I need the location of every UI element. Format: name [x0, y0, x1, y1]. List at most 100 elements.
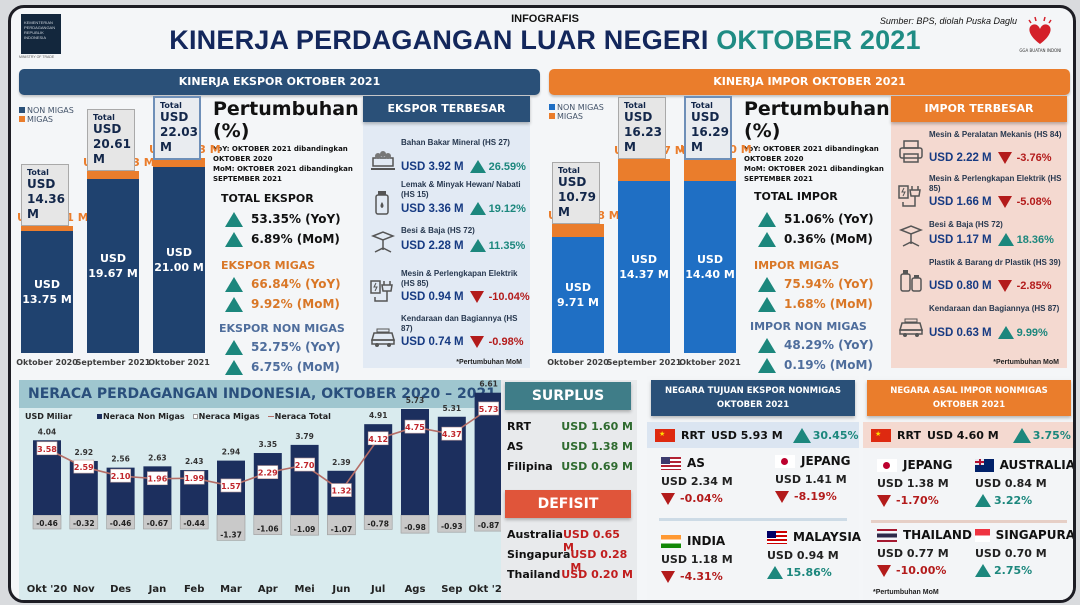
bar-period-label: Oktober 2020	[16, 358, 78, 367]
top-destination-row: ★ RRT USD 5.93 M 30.45%	[647, 422, 859, 448]
mom-note: MoM: OKTOBER 2021 dibandingkan SEPTEMBER…	[213, 165, 353, 183]
printer-machine-icon	[899, 140, 923, 163]
top-commodity-item: Kendaraan dan Bagiannya (HS 87) USD 0.63 …	[891, 304, 1067, 354]
x-tick-label: Jul	[370, 584, 385, 595]
bar-segment-migas	[618, 158, 670, 181]
up-arrow-icon	[225, 276, 243, 292]
import-nonmigas-mom: 0.19% (MoM)	[758, 355, 894, 375]
up-arrow-icon	[1012, 427, 1031, 443]
yoy-note: YoY: OKTOBER 2021 dibandingkan OKTOBER 2…	[744, 145, 879, 163]
malaysia-flag-icon	[767, 530, 787, 544]
stacked-bar: USD 9.71 M	[552, 223, 604, 353]
stacked-bar: USD 14.40 M	[684, 157, 736, 353]
infographic-frame: KEMENTERIAN PERDAGANGAN REPUBLIK INDONES…	[8, 5, 1076, 603]
neraca-migas-label: -0.44	[183, 519, 205, 528]
neraca-total-marker	[147, 471, 168, 486]
bar-segment-migas	[552, 223, 604, 237]
neraca-migas-label: -0.87	[478, 521, 500, 530]
up-arrow-icon	[225, 339, 243, 355]
bar-period-label: September 2021	[606, 358, 682, 367]
total-export-mom: 6.89% (MoM)	[225, 229, 363, 249]
ministry-logo: KEMENTERIAN PERDAGANGAN REPUBLIK INDONES…	[21, 14, 61, 54]
total-export-heading: TOTAL EKSPOR	[221, 192, 314, 205]
bar-period-label: September 2021	[75, 358, 151, 367]
top-commodity-item: Bahan Bakar Mineral (HS 27) USD 3.92 M 26.…	[363, 138, 530, 188]
commodity-growth: -0.98%	[469, 336, 524, 348]
up-arrow-icon	[758, 337, 776, 353]
neraca-non-migas-label: 2.63	[148, 453, 167, 462]
commodity-growth: 19.12%	[469, 202, 526, 215]
legend-neraca-total: Neraca Total	[267, 412, 331, 421]
neraca-migas-label: -0.78	[367, 519, 389, 528]
commodity-value: USD 3.92 M 26.59%	[401, 160, 526, 173]
destination-cell-jepang: JEPANG USD 1.41 M -8.19%	[775, 454, 851, 503]
bar-segment-non-migas: USD 14.37 M	[618, 180, 670, 353]
neraca-total-marker	[257, 465, 279, 479]
bar-value-label: USD 21.00 M	[154, 246, 204, 275]
x-tick-label: Jan	[148, 584, 167, 595]
defisit-row: Thailand USD 0.20 M	[507, 568, 633, 581]
export-migas-heading: EKSPOR MIGAS	[221, 259, 316, 272]
commodity-growth: 11.35%	[469, 239, 525, 252]
chart-legend: Neraca Non Migas Neraca Migas Neraca Tot…	[97, 412, 331, 421]
up-arrow-icon	[758, 211, 776, 227]
japan-flag-icon	[775, 454, 795, 468]
up-arrow-icon	[225, 359, 243, 375]
page-title-accent: OKTOBER 2021	[716, 25, 921, 55]
x-tick-label: Nov	[73, 584, 95, 595]
neraca-total-marker	[331, 483, 352, 497]
import-legend: NON MIGAS MIGAS	[549, 103, 604, 121]
commodity-name: Plastik & Barang dr Plastik (HS 39)	[929, 258, 1061, 267]
neraca-non-migas-label: 5.31	[443, 404, 462, 413]
surplus-row: Filipina USD 0.69 M	[507, 460, 633, 473]
commodity-growth: -5.08%	[997, 196, 1052, 208]
neraca-migas-label: -1.37	[220, 530, 242, 539]
plastic-bottles-icon	[900, 270, 922, 292]
down-arrow-icon	[775, 490, 789, 503]
top-imports-header: IMPOR TERBESAR	[891, 96, 1067, 122]
source-note: Sumber: BPS, diolah Puska Daglu	[879, 16, 1017, 26]
total-value-box: Total USD 16.29 M	[684, 95, 732, 160]
commodity-name: Kendaraan dan Bagiannya (HS 87)	[401, 314, 518, 333]
neraca-migas-label: -0.98	[404, 523, 426, 532]
commodity-value: USD 1.66 M -5.08%	[929, 196, 1052, 208]
neraca-total-marker	[73, 459, 95, 474]
up-arrow-icon	[225, 296, 243, 312]
oil-bottle-icon	[375, 191, 389, 215]
neraca-total-label: 1.99	[184, 474, 204, 483]
export-destinations-header: NEGARA TUJUAN EKSPOR NONMIGAS OKTOBER 202…	[651, 380, 855, 416]
neraca-migas-label: -0.46	[36, 519, 58, 528]
neraca-total-label: 1.96	[148, 475, 168, 484]
commodity-name: Mesin & Peralatan Mekanis (HS 84)	[929, 130, 1062, 139]
singapore-flag-icon	[975, 528, 990, 542]
neraca-total-marker	[220, 478, 242, 493]
yoy-note: YoY: OKTOBER 2021 dibandingkan OKTOBER 2…	[213, 145, 348, 163]
up-arrow-icon	[975, 564, 991, 577]
china-flag-icon: ★	[871, 428, 891, 442]
legend-migas: MIGAS	[19, 115, 74, 124]
neraca-total-label: 4.37	[442, 430, 462, 439]
japan-flag-icon	[877, 458, 897, 472]
chart-ylabel: USD Miliar	[25, 412, 73, 421]
neraca-total-label: 2.29	[258, 469, 278, 478]
neraca-migas-label: -0.46	[110, 519, 132, 528]
top-exports-panel: EKSPOR TERBESAR Bahan Bakar Mineral (HS …	[363, 96, 530, 368]
down-arrow-icon	[997, 196, 1012, 208]
commodity-value: USD 2.28 M 11.35%	[401, 239, 526, 252]
trade-balance-chart: NERACA PERDAGANGAN INDONESIA, OKTOBER 20…	[19, 380, 505, 600]
svg-text:BANGGA BUATAN INDONESIA: BANGGA BUATAN INDONESIA	[1019, 48, 1061, 53]
surplus-header: SURPLUS	[505, 382, 631, 410]
top-commodity-item: Besi & Baja (HS 72) USD 1.17 M 18.36%	[891, 220, 1067, 270]
origin-cell-singapura: SINGAPURA USD 0.70 M 2.75%	[975, 528, 1075, 577]
up-arrow-icon	[792, 427, 811, 443]
export-legend: NON MIGAS MIGAS	[19, 106, 74, 124]
bar-segment-migas	[87, 170, 139, 179]
import-migas-yoy: 75.94% (YoY)	[758, 274, 894, 294]
coal-cart-icon	[371, 151, 395, 170]
destination-cell-india: INDIA USD 1.18 M -4.31%	[661, 534, 733, 583]
total-export-yoy: 53.35% (YoY)	[225, 209, 363, 229]
chart-title: NERACA PERDAGANGAN INDONESIA, OKTOBER 20…	[19, 380, 505, 408]
export-migas-mom: 9.92% (MoM)	[225, 294, 363, 314]
up-arrow-icon	[469, 239, 486, 252]
neraca-non-migas-label: 5.73	[406, 396, 425, 405]
